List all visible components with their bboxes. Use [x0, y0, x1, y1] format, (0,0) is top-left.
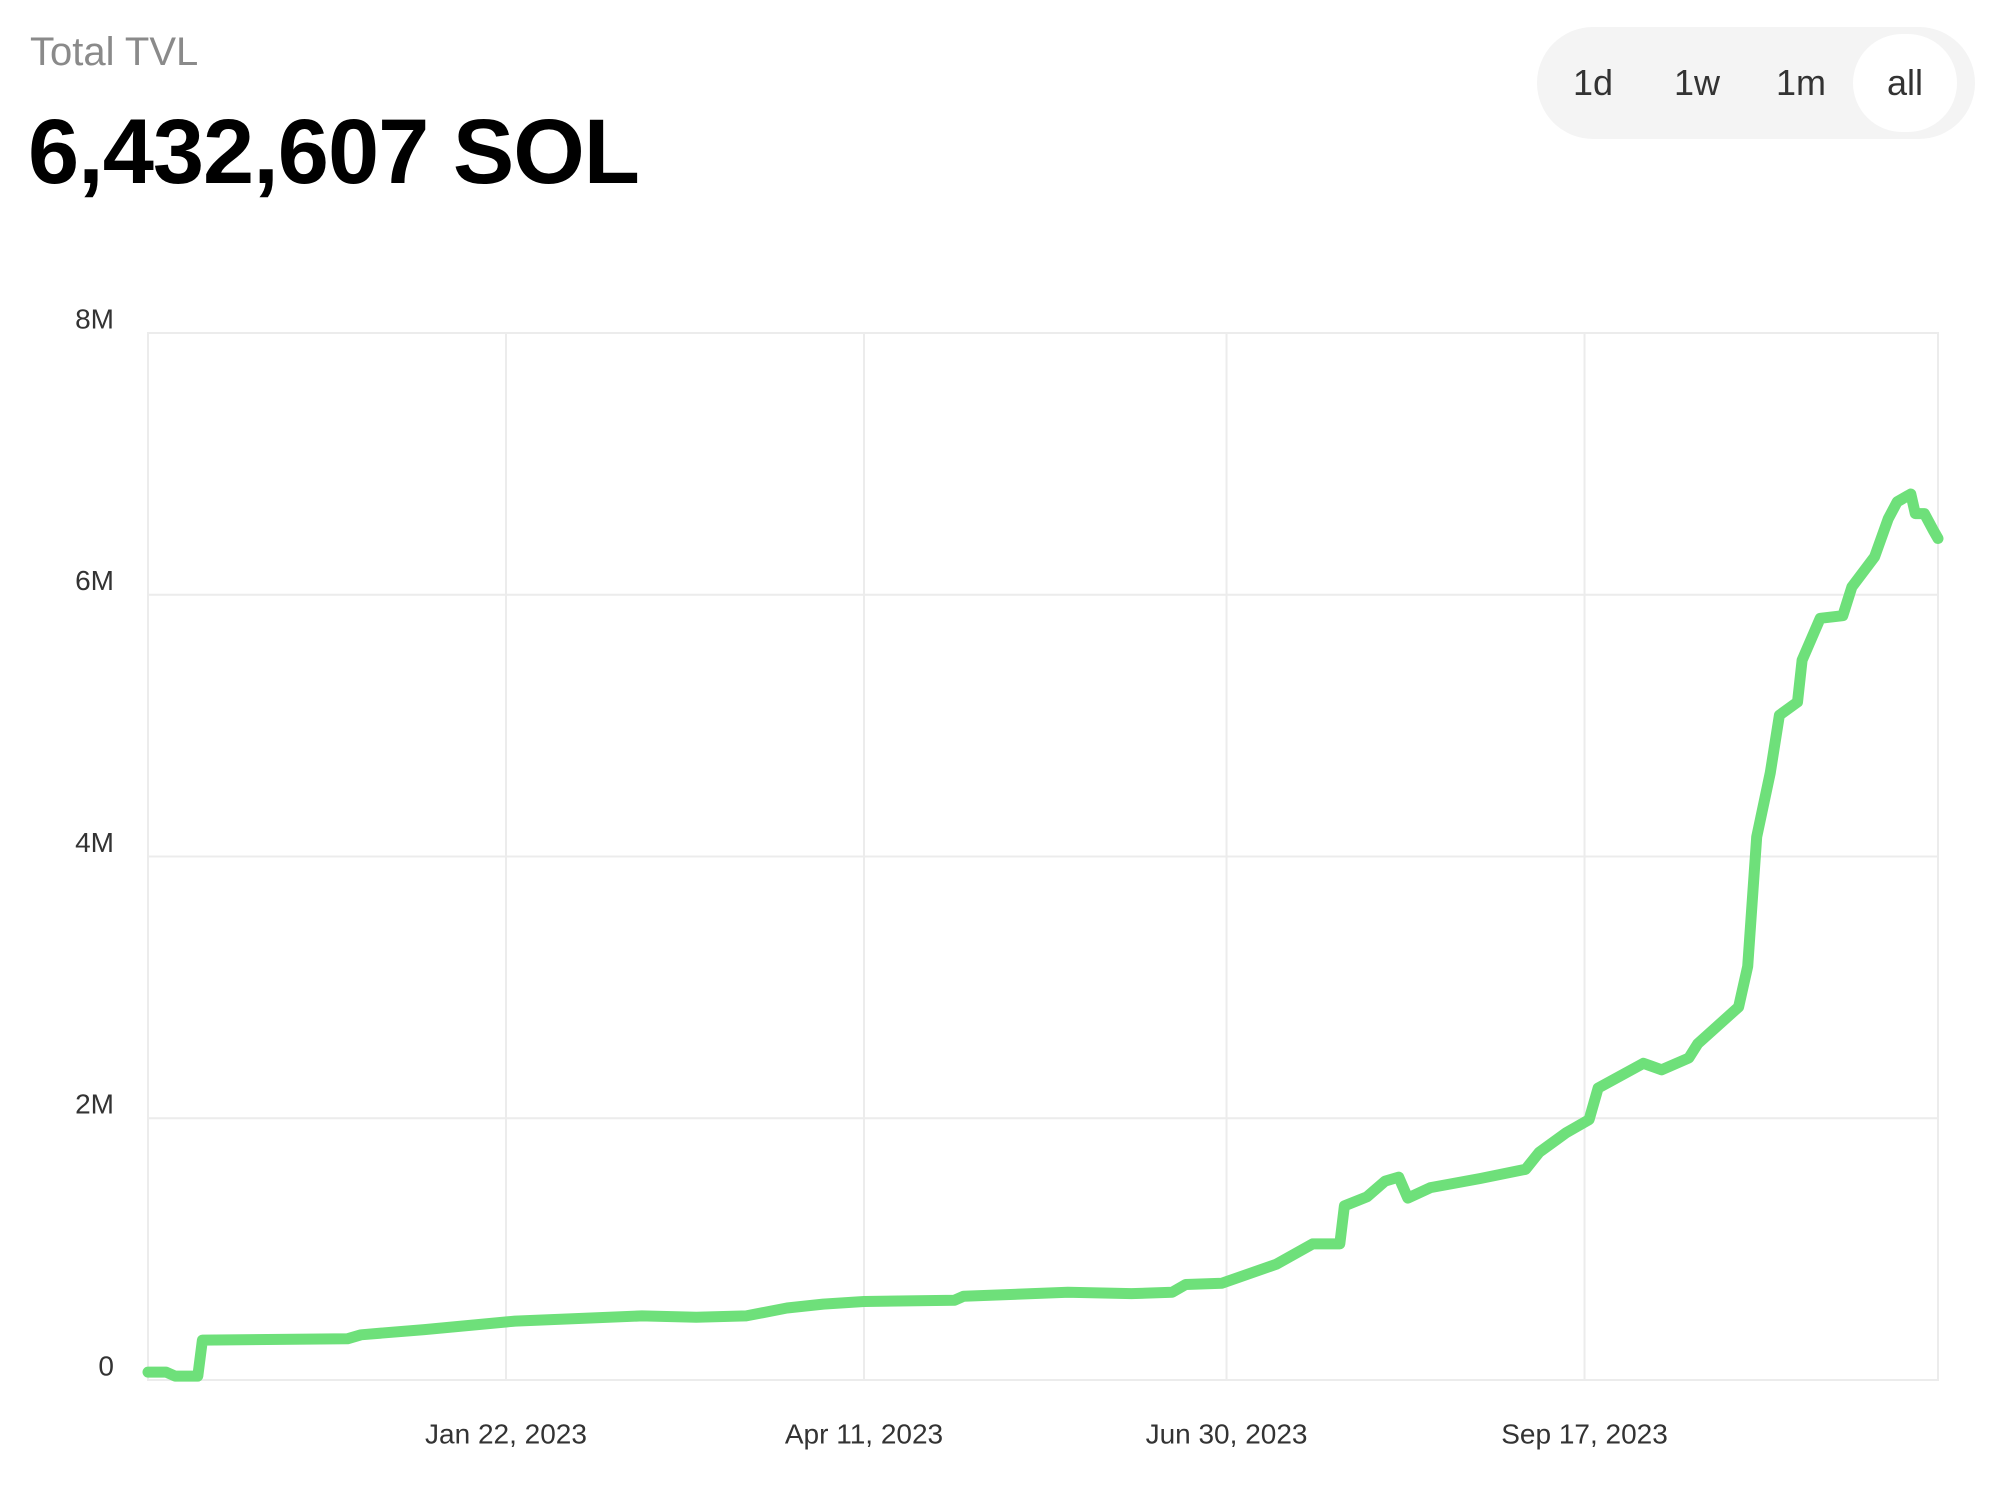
x-tick-label: Jan 22, 2023	[425, 1418, 587, 1449]
y-tick-label: 0	[98, 1350, 114, 1381]
y-tick-label: 2M	[75, 1089, 114, 1120]
range-button[interactable]: 1d	[1572, 62, 1614, 103]
range-button[interactable]: 1w	[1673, 62, 1721, 103]
range-button[interactable]: all	[1853, 34, 1957, 132]
y-tick-label: 6M	[75, 565, 114, 596]
x-tick-label: Sep 17, 2023	[1501, 1418, 1668, 1449]
tvl-value: 6,432,607 SOL	[28, 101, 640, 203]
range-selector: 1d 1w 1m all	[1537, 27, 1975, 139]
y-tick-label: 4M	[75, 827, 114, 858]
tvl-line	[142, 488, 1944, 1382]
range-button[interactable]: 1m	[1775, 62, 1826, 103]
y-tick-label: 8M	[75, 303, 114, 334]
x-tick-label: Jun 30, 2023	[1146, 1418, 1308, 1449]
tvl-label: Total TVL	[30, 30, 199, 74]
x-tick-label: Apr 11, 2023	[785, 1418, 943, 1449]
